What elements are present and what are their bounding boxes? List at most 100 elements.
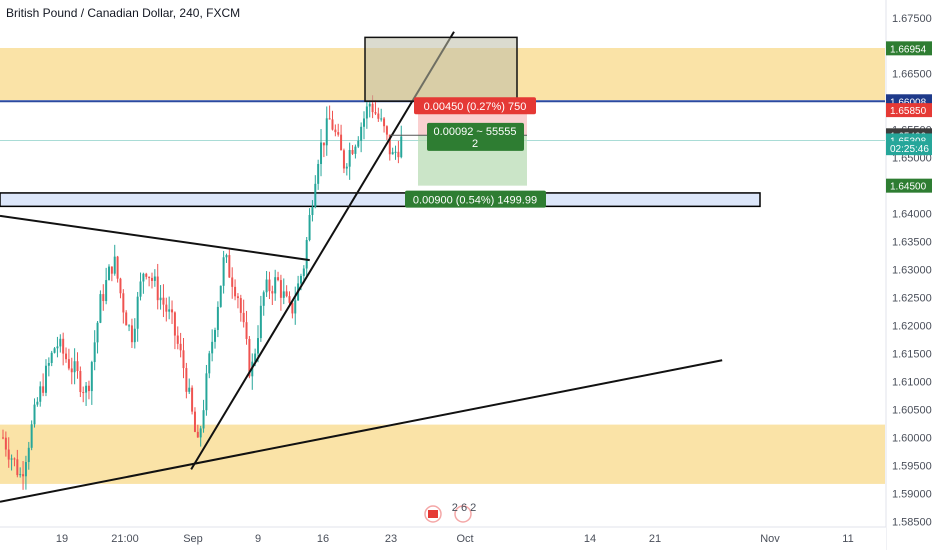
candle-body: [87, 385, 90, 392]
candle-body: [13, 458, 16, 460]
candle-body: [342, 150, 345, 169]
price-tag-box: [886, 103, 932, 118]
candle-body: [193, 411, 196, 432]
candle-body: [340, 134, 343, 151]
falling-resistance-trendline[interactable]: [0, 214, 310, 262]
candle-body: [365, 106, 368, 119]
price-tick-label: 1.63000: [892, 265, 932, 277]
candle-body: [225, 255, 228, 258]
price-tag-label: 02:25:46: [890, 144, 929, 155]
entry-label-text: 0.00092 ~ 55555: [434, 126, 517, 138]
candle-body: [299, 275, 302, 284]
drawn-rectangle[interactable]: [364, 36, 518, 102]
time-tick-label: 16: [317, 533, 329, 545]
candle-body: [39, 386, 42, 402]
event-marker-label: 2 6 2: [452, 502, 476, 514]
candle-body: [182, 350, 185, 369]
candle-body: [317, 163, 320, 184]
candle-body: [259, 305, 262, 339]
candle-body: [291, 302, 294, 314]
steep-support-trendline[interactable]: [190, 31, 455, 470]
candle-body: [308, 215, 311, 241]
time-tick-label: Sep: [183, 533, 203, 545]
candle-body: [10, 458, 13, 460]
candle-body: [145, 273, 148, 277]
time-tick-label: 14: [584, 533, 596, 545]
candle-body: [159, 297, 162, 301]
time-tick-label: Oct: [456, 533, 473, 545]
time-tick-label: 21: [649, 533, 661, 545]
candle-body: [239, 298, 242, 313]
candle-body: [50, 352, 53, 363]
candle-body: [394, 151, 397, 153]
candle-body: [70, 368, 73, 373]
candle-body: [36, 401, 39, 405]
candle-body: [368, 103, 371, 107]
blue-zone: [0, 192, 761, 208]
candle-body: [133, 328, 136, 343]
candle-body: [96, 322, 99, 343]
time-tick-label: 21:00: [111, 533, 139, 545]
long-support-trendline[interactable]: [0, 359, 723, 503]
price-tick-label: 1.67500: [892, 13, 932, 25]
candle-body: [105, 280, 108, 302]
candle-body: [99, 294, 102, 323]
time-tick-label: Nov: [760, 533, 780, 545]
time-tick-label: 9: [255, 533, 261, 545]
event-marker[interactable]: 2 6 2: [424, 502, 476, 523]
candle-body: [348, 150, 351, 167]
candle-body: [208, 353, 211, 374]
candle-body: [116, 256, 119, 279]
price-tick-label: 1.61500: [892, 349, 932, 361]
time-tick-label: 11: [842, 533, 853, 545]
target-label-text: 0.00900 (0.54%) 1499.99: [413, 195, 537, 207]
candle-body: [262, 292, 265, 306]
candle-body: [325, 118, 328, 146]
price-tag-label: 1.64500: [890, 182, 927, 193]
candle-body: [205, 373, 208, 411]
candle-body: [2, 437, 4, 439]
candle-body: [53, 348, 56, 353]
candle-body: [380, 118, 383, 120]
price-tag-box: [886, 41, 932, 56]
candle-body: [139, 281, 142, 297]
candle-body: [93, 342, 96, 363]
candle-body: [377, 113, 380, 119]
price-tag-label: 1.66954: [890, 44, 927, 55]
price-tick-label: 1.60000: [892, 432, 932, 444]
candle-body: [265, 279, 268, 293]
candle-body: [231, 277, 234, 287]
candle-body: [228, 255, 231, 278]
candle-body: [176, 335, 179, 344]
candle-body: [234, 286, 237, 297]
candle-body: [274, 277, 277, 294]
candle-body: [59, 338, 62, 347]
candle-body: [156, 276, 159, 301]
price-axis-bg: [886, 0, 932, 550]
candle-body: [171, 309, 174, 313]
candle-body: [397, 151, 400, 158]
price-tag-box: [886, 141, 932, 156]
candle-body: [242, 312, 245, 323]
candle-body: [119, 278, 122, 294]
candle-body: [371, 103, 374, 113]
price-tick-label: 1.64000: [892, 209, 932, 221]
candle-body: [19, 474, 22, 476]
entry-label-box: [427, 122, 524, 151]
candle-body: [351, 150, 354, 154]
candle-body: [219, 285, 222, 307]
time-tick-label: 19: [56, 533, 68, 545]
candle-body: [322, 142, 325, 146]
candle-body: [216, 306, 219, 330]
candle-body: [311, 206, 314, 216]
candle-body: [288, 296, 291, 303]
candle-body: [27, 447, 30, 463]
candle-body: [173, 312, 176, 336]
entry-label-text-2: 2: [472, 138, 478, 150]
candle-body: [337, 132, 340, 135]
candle-body: [67, 359, 70, 369]
candle-body: [7, 449, 10, 460]
